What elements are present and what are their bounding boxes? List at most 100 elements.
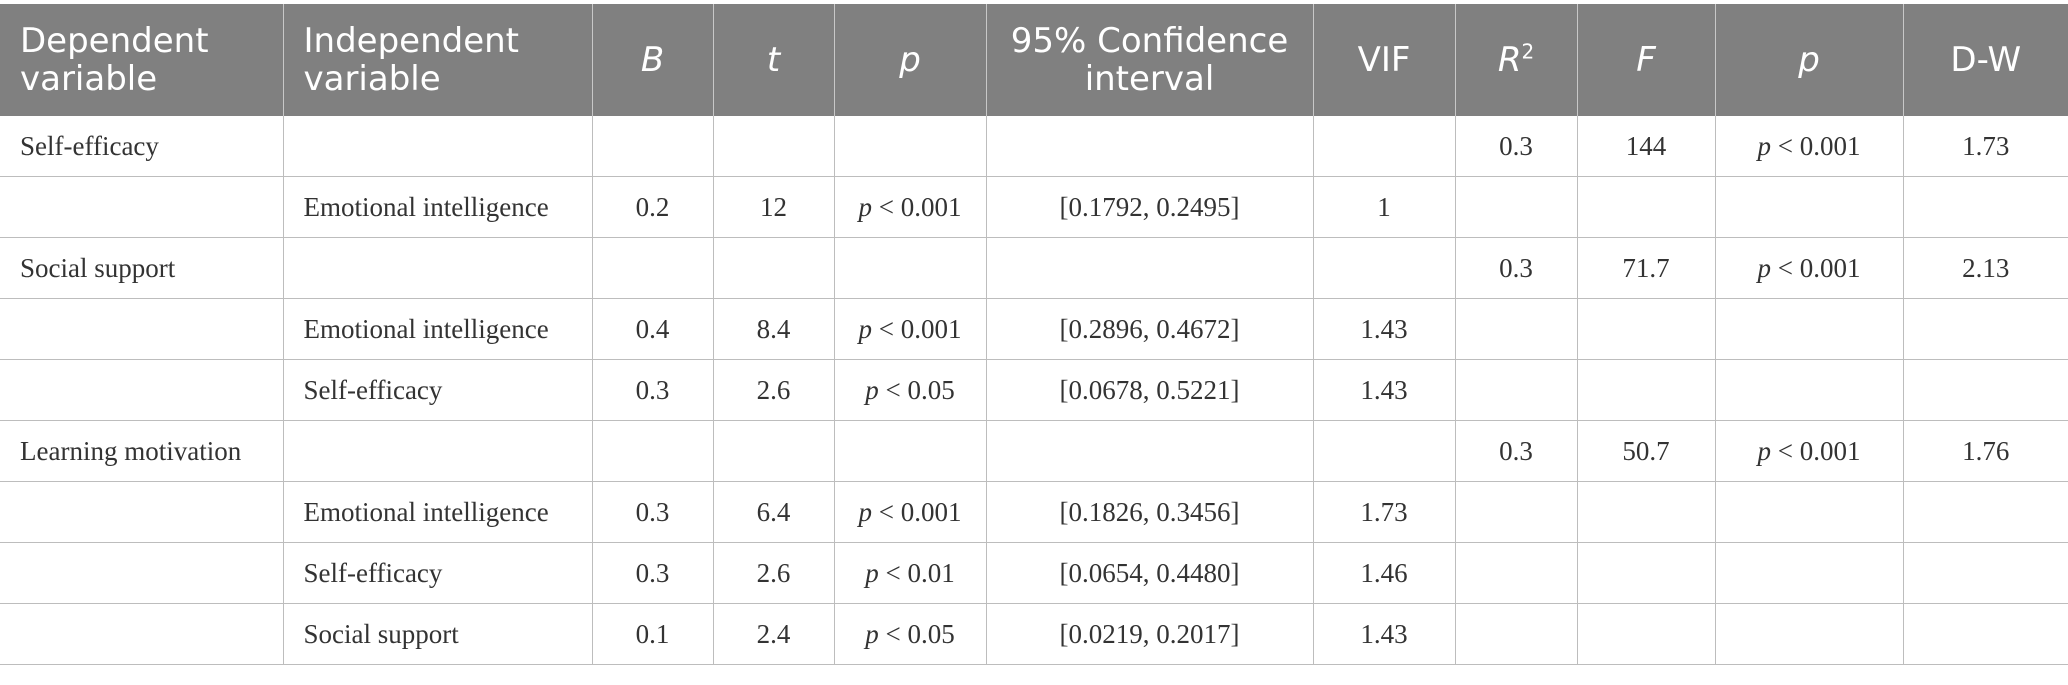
header-durbin-watson: D-W	[1903, 4, 2068, 116]
cell-confidence-interval	[986, 237, 1314, 299]
table-row: Social support 0.3 71.7 p < 0.001 2.13	[0, 237, 2068, 299]
p-symbol: p	[865, 557, 879, 588]
cell-p: p < 0.001	[834, 298, 987, 360]
cell-independent-variable: Self-efficacy	[283, 359, 593, 421]
cell-independent-variable	[283, 420, 593, 482]
cell-t	[713, 420, 835, 482]
cell-r-squared	[1455, 298, 1578, 360]
cell-vif: 1.43	[1313, 359, 1456, 421]
cell-durbin-watson: 1.76	[1903, 420, 2068, 482]
table-row: Self-efficacy 0.3 2.6 p < 0.05 [0.0678, 0.52…	[0, 359, 2068, 421]
p-symbol: p	[865, 618, 879, 649]
cell-t: 2.6	[713, 542, 835, 604]
cell-f	[1577, 359, 1716, 421]
cell-confidence-interval	[986, 116, 1314, 177]
table-row: Emotional intelligence 0.3 6.4 p < 0.001 [0.…	[0, 481, 2068, 543]
cell-model-p	[1715, 359, 1904, 421]
cell-b: 0.3	[592, 542, 714, 604]
cell-vif: 1	[1313, 176, 1456, 238]
cell-vif	[1313, 116, 1456, 177]
cell-dependent-variable	[0, 481, 284, 543]
table-body: Self-efficacy 0.3 144 p < 0.001 1.73 Emotiona…	[0, 116, 2068, 665]
header-r-squared: R2	[1455, 4, 1578, 116]
cell-dependent-variable	[0, 603, 284, 665]
r-squared-base: R	[1497, 40, 1522, 80]
cell-dependent-variable: Self-efficacy	[0, 116, 284, 177]
table-row: Self-efficacy 0.3 144 p < 0.001 1.73	[0, 116, 2068, 177]
cell-confidence-interval: [0.1792, 0.2495]	[986, 176, 1314, 238]
cell-t: 2.4	[713, 603, 835, 665]
cell-model-p: p < 0.001	[1715, 420, 1904, 482]
cell-independent-variable	[283, 116, 593, 177]
cell-f: 50.7	[1577, 420, 1716, 482]
cell-independent-variable: Self-efficacy	[283, 542, 593, 604]
cell-confidence-interval: [0.2896, 0.4672]	[986, 298, 1314, 360]
cell-durbin-watson: 2.13	[1903, 237, 2068, 299]
cell-vif: 1.43	[1313, 298, 1456, 360]
cell-b	[592, 420, 714, 482]
cell-f: 144	[1577, 116, 1716, 177]
cell-durbin-watson	[1903, 603, 2068, 665]
cell-t	[713, 237, 835, 299]
cell-r-squared	[1455, 603, 1578, 665]
cell-dependent-variable: Social support	[0, 237, 284, 299]
cell-b: 0.1	[592, 603, 714, 665]
p-symbol: p	[858, 313, 873, 344]
cell-confidence-interval: [0.0654, 0.4480]	[986, 542, 1314, 604]
cell-r-squared	[1455, 176, 1578, 238]
cell-durbin-watson: 1.73	[1903, 116, 2068, 177]
cell-r-squared: 0.3	[1455, 237, 1578, 299]
cell-p: p < 0.001	[834, 176, 987, 238]
cell-confidence-interval: [0.0219, 0.2017]	[986, 603, 1314, 665]
table-row: Social support 0.1 2.4 p < 0.05 [0.0219, 0.2…	[0, 603, 2068, 665]
header-dependent-variable: Dependent variable	[0, 4, 284, 116]
p-symbol: p	[1757, 130, 1772, 161]
cell-dependent-variable	[0, 298, 284, 360]
cell-dependent-variable	[0, 542, 284, 604]
cell-p: p < 0.001	[834, 481, 987, 543]
cell-b: 0.2	[592, 176, 714, 238]
cell-r-squared	[1455, 481, 1578, 543]
p-symbol: p	[1757, 252, 1772, 283]
cell-durbin-watson	[1903, 481, 2068, 543]
cell-vif	[1313, 237, 1456, 299]
p-symbol: p	[865, 374, 879, 405]
cell-b	[592, 116, 714, 177]
cell-p: p < 0.05	[834, 359, 987, 421]
cell-dependent-variable	[0, 359, 284, 421]
p-symbol: p	[858, 496, 873, 527]
header-vif: VIF	[1313, 4, 1456, 116]
cell-durbin-watson	[1903, 176, 2068, 238]
p-symbol: p	[858, 191, 873, 222]
cell-t: 6.4	[713, 481, 835, 543]
header-confidence-interval: 95% Confidence interval	[986, 4, 1314, 116]
cell-f	[1577, 298, 1716, 360]
cell-vif	[1313, 420, 1456, 482]
cell-model-p	[1715, 298, 1904, 360]
cell-durbin-watson	[1903, 298, 2068, 360]
p-symbol: p	[1757, 435, 1772, 466]
regression-table-container: Dependent variable Independent variable …	[0, 4, 2068, 665]
cell-r-squared: 0.3	[1455, 420, 1578, 482]
cell-p: p < 0.01	[834, 542, 987, 604]
cell-model-p: p < 0.001	[1715, 237, 1904, 299]
cell-vif: 1.73	[1313, 481, 1456, 543]
cell-durbin-watson	[1903, 359, 2068, 421]
header-b: B	[592, 4, 714, 116]
table-row: Learning motivation 0.3 50.7 p < 0.001 1.76	[0, 420, 2068, 482]
header-row: Dependent variable Independent variable …	[0, 4, 2068, 116]
table-row: Emotional intelligence 0.2 12 p < 0.001 [0.1…	[0, 176, 2068, 238]
header-t: t	[713, 4, 835, 116]
cell-f	[1577, 176, 1716, 238]
header-p: p	[834, 4, 987, 116]
cell-model-p: p < 0.001	[1715, 116, 1904, 177]
cell-confidence-interval: [0.0678, 0.5221]	[986, 359, 1314, 421]
cell-independent-variable: Social support	[283, 603, 593, 665]
table-row: Emotional intelligence 0.4 8.4 p < 0.001 [0.…	[0, 298, 2068, 360]
cell-vif: 1.43	[1313, 603, 1456, 665]
cell-confidence-interval	[986, 420, 1314, 482]
cell-r-squared: 0.3	[1455, 116, 1578, 177]
cell-p	[834, 420, 987, 482]
cell-p	[834, 237, 987, 299]
cell-t: 2.6	[713, 359, 835, 421]
